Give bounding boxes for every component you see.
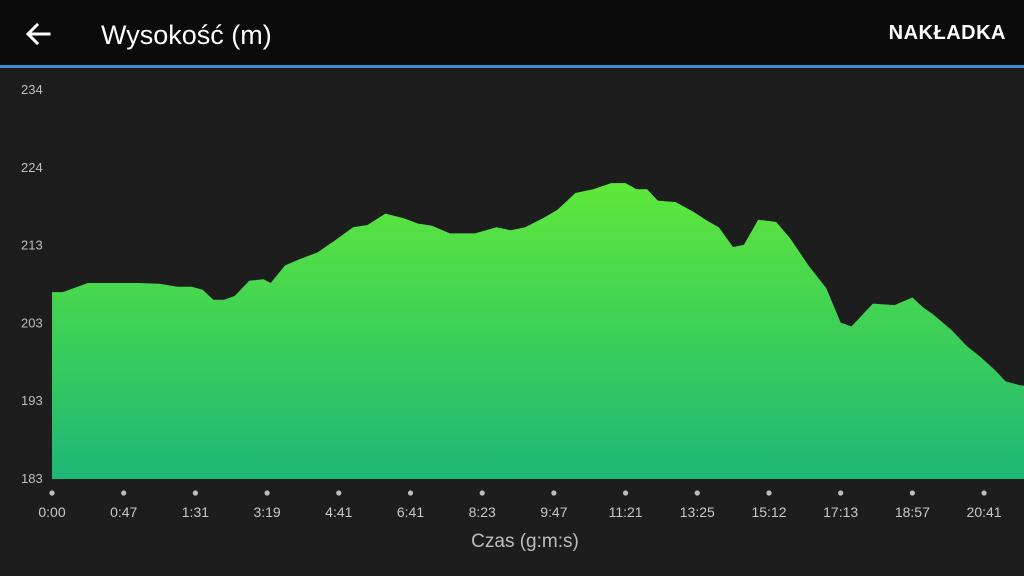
x-tick-dot (909, 490, 915, 496)
x-tick-dot (981, 490, 987, 496)
y-tick-label: 183 (21, 471, 43, 486)
x-tick-label: 18:57 (895, 504, 930, 520)
x-tick-label: 17:13 (823, 504, 858, 520)
x-tick-label: 0:00 (38, 504, 65, 520)
x-tick-dot (622, 490, 629, 496)
x-axis-label: Czas (g:m:s) (471, 531, 579, 552)
elevation-area (52, 183, 1024, 479)
page-title: Wysokość (m) (101, 20, 272, 50)
arrow-left-icon (25, 22, 51, 46)
x-tick-dot (192, 490, 198, 496)
x-tick-dot (407, 490, 414, 496)
back-button[interactable] (18, 14, 58, 54)
x-tick-dot (336, 490, 342, 496)
x-tick-dot (264, 490, 270, 496)
y-tick-label: 213 (21, 238, 43, 253)
y-tick-label: 234 (21, 82, 43, 97)
x-tick-label: 15:12 (751, 504, 786, 520)
x-tick-dot (121, 490, 127, 496)
x-tick-label: 1:31 (182, 504, 209, 520)
y-tick-label: 193 (21, 393, 43, 408)
x-tick-dot (479, 490, 485, 496)
x-tick-label: 0:47 (110, 504, 137, 520)
x-tick-label: 9:47 (540, 504, 567, 520)
x-tick-label: 6:41 (397, 504, 424, 520)
x-tick-dot (694, 490, 700, 496)
x-tick-label: 11:21 (609, 504, 643, 520)
x-tick-label: 3:19 (253, 504, 280, 520)
overlay-button[interactable]: NAKŁADKA (888, 22, 1006, 44)
x-tick-dot (766, 490, 772, 496)
x-tick-label: 8:23 (469, 504, 496, 520)
x-tick-label: 13:25 (680, 504, 715, 520)
x-tick-dot (49, 490, 55, 496)
x-tick-label: 20:41 (967, 504, 1002, 520)
y-tick-label: 203 (21, 315, 43, 330)
x-tick-label: 4:41 (325, 504, 352, 520)
y-tick-label: 224 (21, 160, 43, 175)
x-tick-dot (551, 490, 557, 496)
x-tick-dot (838, 490, 844, 496)
app-header: Wysokość (m) NAKŁADKA (0, 0, 1024, 68)
elevation-chart: 183 193 203 213 224 234 0:00 0:47 1:31 3:19 4:41 6… (21, 82, 1024, 552)
